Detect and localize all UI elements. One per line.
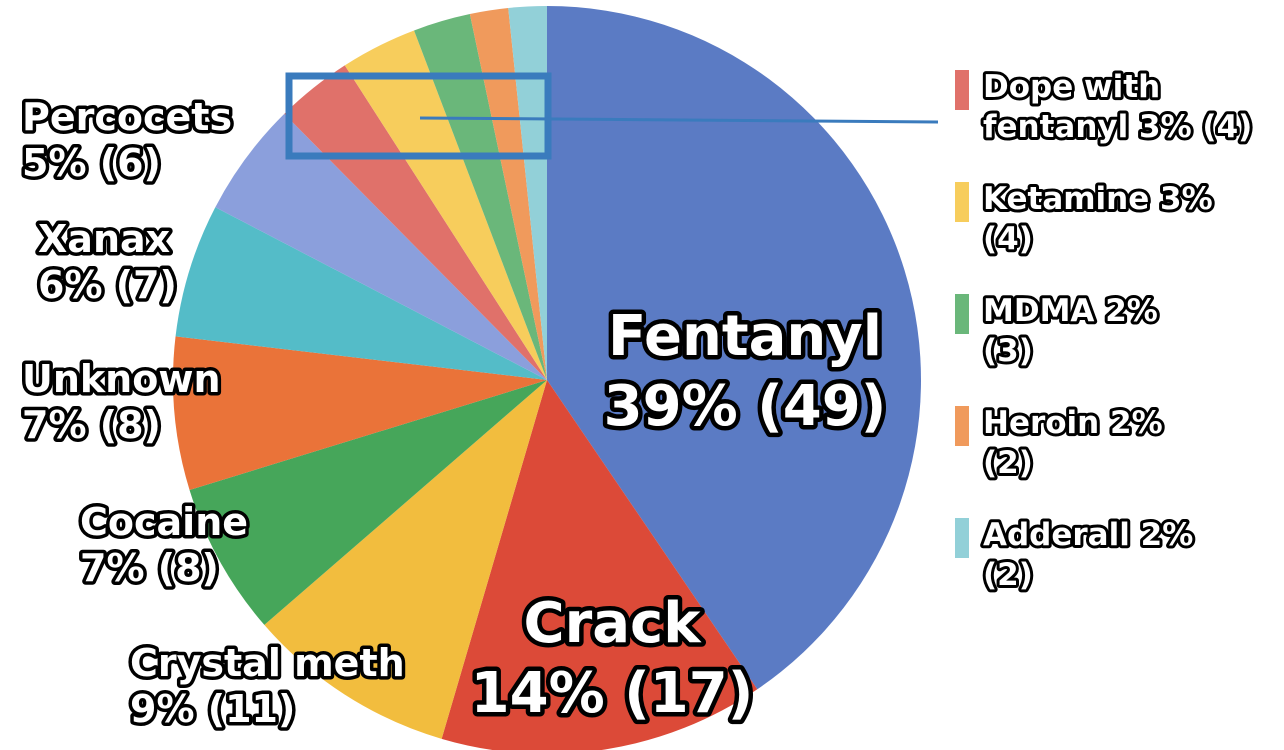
- legend-swatch-mdma: [955, 294, 969, 334]
- slice-dope-with-fentanyl: [284, 65, 547, 381]
- slice-label-crystal-meth: Crystal meth 9% (11): [130, 641, 405, 731]
- slice-label-unknown: Unknown 7% (8): [22, 357, 221, 447]
- slice-label-crack: Crack 14% (17): [471, 591, 754, 726]
- callout-line: [419, 116, 939, 124]
- highlight-box: [285, 72, 552, 160]
- slice-ketamine: [344, 30, 547, 380]
- legend-label-heroin: Heroin 2% (2): [983, 405, 1163, 481]
- slice-heroin: [469, 8, 547, 381]
- slice-adderall: [508, 6, 547, 380]
- slice-label-percocets: Percocets 5% (6): [22, 95, 232, 185]
- slice-crystal-meth: [264, 380, 547, 739]
- slice-mdma: [414, 14, 547, 380]
- callout: [285, 72, 939, 160]
- slice-percocets: [215, 113, 547, 380]
- legend-item-adderall: Adderall 2% (2): [955, 514, 1196, 596]
- legend-label-ketamine: Ketamine 3% (4): [983, 181, 1213, 257]
- slice-cocaine: [189, 380, 548, 625]
- legend: Dope with fentanyl 3% (4) Ketamine 3% (4) MD…: [955, 66, 1255, 596]
- legend-label-dope-with-fentanyl: Dope with fentanyl 3% (4): [983, 69, 1252, 145]
- slice-label-fentanyl: Fentanyl 39% (49): [604, 304, 887, 439]
- slice-xanax: [175, 207, 548, 380]
- slice-unknown: [173, 336, 547, 491]
- legend-item-ketamine: Ketamine 3% (4): [955, 178, 1216, 260]
- slice-crack: [441, 380, 758, 750]
- legend-swatch-ketamine: [955, 182, 969, 222]
- legend-label-adderall: Adderall 2% (2): [983, 517, 1193, 593]
- slice-label-xanax: Xanax 6% (7): [38, 217, 177, 307]
- pie-slices: [173, 6, 921, 750]
- legend-item-mdma: MDMA 2% (3): [955, 290, 1161, 372]
- legend-swatch-dope-with-fentanyl: [955, 70, 969, 110]
- slice-label-cocaine: Cocaine 7% (8): [80, 500, 248, 590]
- legend-item-dope-with-fentanyl: Dope with fentanyl 3% (4): [955, 66, 1255, 148]
- legend-swatch-heroin: [955, 406, 969, 446]
- slice-labels: Fentanyl 39% (49) Crack 14% (17) Crystal met…: [19, 92, 891, 735]
- slice-fentanyl: [547, 6, 921, 690]
- legend-label-mdma: MDMA 2% (3): [983, 293, 1158, 369]
- legend-item-heroin: Heroin 2% (2): [955, 402, 1166, 484]
- legend-swatch-adderall: [955, 518, 969, 558]
